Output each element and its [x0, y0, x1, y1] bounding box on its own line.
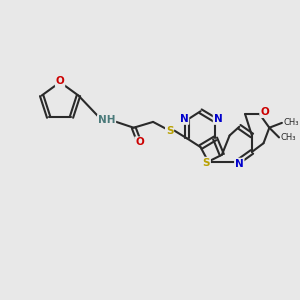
Text: N: N [235, 159, 244, 169]
Text: S: S [166, 126, 173, 136]
Text: O: O [56, 76, 64, 86]
Text: N: N [180, 114, 188, 124]
Text: CH₃: CH₃ [281, 133, 296, 142]
Text: NH: NH [98, 115, 115, 125]
Text: O: O [135, 137, 144, 147]
Text: N: N [214, 114, 222, 124]
Text: CH₃: CH₃ [284, 118, 299, 127]
Text: S: S [202, 158, 210, 168]
Text: O: O [260, 107, 269, 117]
